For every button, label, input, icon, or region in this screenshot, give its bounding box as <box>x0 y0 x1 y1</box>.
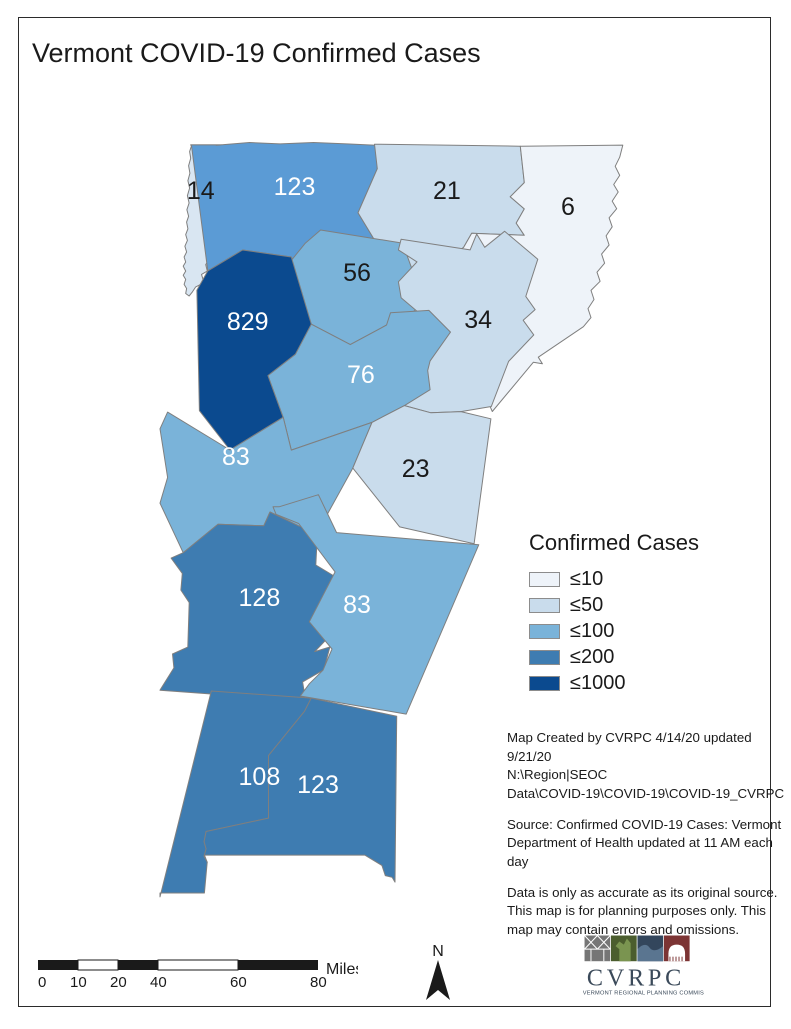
svg-text:56: 56 <box>343 259 371 287</box>
svg-text:CENTRAL VERMONT REGIONAL PLANN: CENTRAL VERMONT REGIONAL PLANNING COMMIS… <box>583 990 704 996</box>
svg-text:34: 34 <box>464 306 492 334</box>
svg-text:128: 128 <box>239 584 281 612</box>
svg-text:0: 0 <box>38 974 46 991</box>
svg-text:N: N <box>432 943 444 960</box>
svg-text:108: 108 <box>239 763 281 791</box>
svg-text:80: 80 <box>310 974 327 991</box>
svg-text:10: 10 <box>70 974 87 991</box>
svg-text:829: 829 <box>227 308 269 336</box>
svg-text:Miles: Miles <box>326 961 358 978</box>
svg-text:83: 83 <box>222 443 250 471</box>
svg-text:60: 60 <box>230 974 247 991</box>
svg-text:21: 21 <box>433 177 461 205</box>
svg-text:76: 76 <box>347 361 375 389</box>
svg-text:123: 123 <box>297 771 339 799</box>
svg-text:CVRPC: CVRPC <box>587 964 685 991</box>
svg-text:83: 83 <box>343 591 371 619</box>
svg-text:40: 40 <box>150 974 167 991</box>
svg-text:14: 14 <box>187 177 215 205</box>
svg-text:20: 20 <box>110 974 127 991</box>
svg-text:23: 23 <box>402 455 430 483</box>
svg-text:123: 123 <box>274 173 316 201</box>
svg-text:6: 6 <box>561 193 575 221</box>
